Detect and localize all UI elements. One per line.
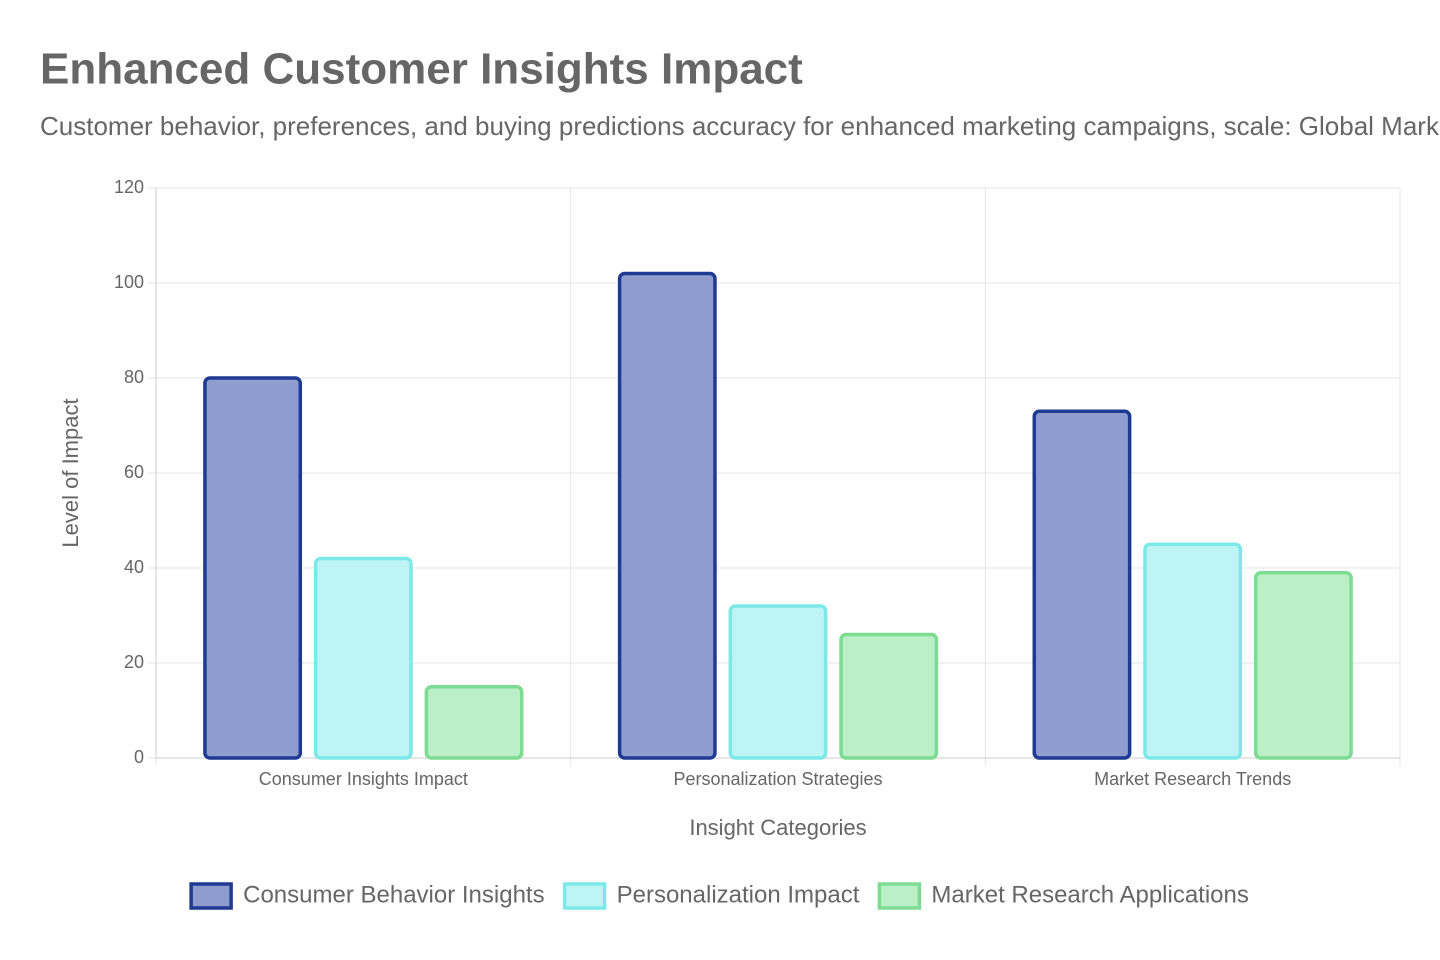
y-axis-title: Level of Impact bbox=[58, 398, 83, 547]
y-tick-label: 60 bbox=[124, 462, 144, 482]
legend-label: Market Research Applications bbox=[931, 881, 1248, 908]
y-tick-label: 120 bbox=[114, 177, 144, 197]
chart-title: Enhanced Customer Insights Impact bbox=[40, 45, 803, 94]
legend-swatch bbox=[189, 882, 233, 910]
x-tick-label: Personalization Strategies bbox=[673, 769, 882, 789]
bar bbox=[203, 376, 303, 760]
bar bbox=[1032, 409, 1132, 760]
legend-label: Consumer Behavior Insights bbox=[243, 881, 544, 908]
x-axis-title: Insight Categories bbox=[689, 815, 866, 840]
bar bbox=[313, 556, 413, 760]
x-tick-label: Consumer Insights Impact bbox=[259, 769, 468, 789]
y-tick-label: 20 bbox=[124, 652, 144, 672]
legend-swatch bbox=[562, 882, 607, 910]
x-tick-label: Market Research Trends bbox=[1094, 769, 1291, 789]
y-tick-label: 0 bbox=[134, 747, 144, 767]
bar bbox=[728, 604, 828, 760]
y-tick-label: 100 bbox=[114, 272, 144, 292]
y-tick-label: 80 bbox=[124, 367, 144, 387]
legend-label: Personalization Impact bbox=[617, 881, 860, 908]
legend-swatch bbox=[877, 882, 922, 910]
bar bbox=[1253, 571, 1353, 760]
chart-subtitle: Customer behavior, preferences, and buyi… bbox=[40, 111, 1440, 141]
bar bbox=[424, 685, 524, 760]
bar bbox=[839, 632, 939, 760]
bar bbox=[617, 271, 717, 760]
y-tick-label: 40 bbox=[124, 557, 144, 577]
bar bbox=[1143, 542, 1243, 760]
